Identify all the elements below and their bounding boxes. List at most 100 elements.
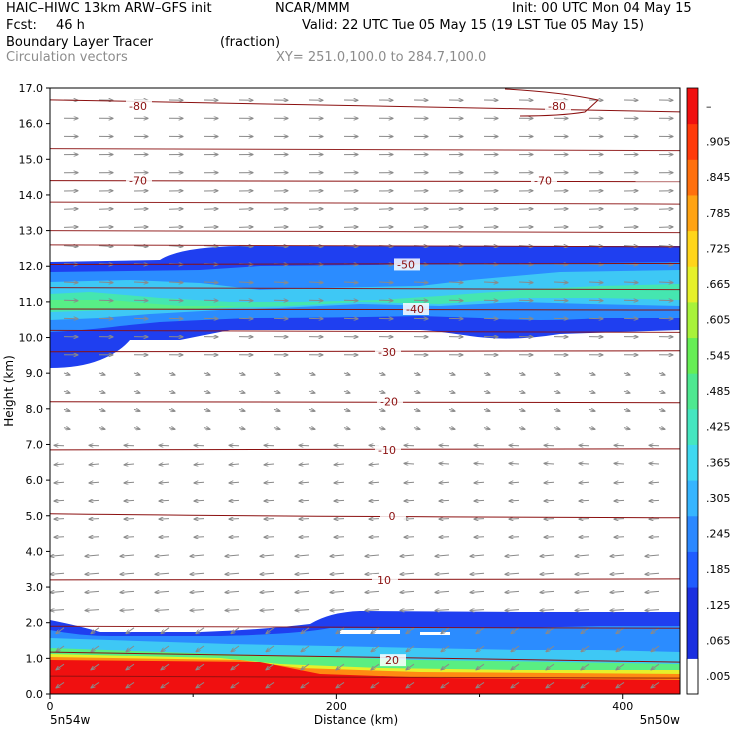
colorbar-label: .365 <box>706 456 731 469</box>
circulation-vector <box>651 681 660 687</box>
circulation-vector <box>343 428 350 430</box>
circulation-vector <box>336 645 345 652</box>
circulation-vector <box>133 409 140 411</box>
x-axis: 0 200 400 <box>47 694 633 713</box>
circulation-vector <box>614 463 625 464</box>
contour-line <box>50 230 680 234</box>
circulation-vector <box>91 681 100 687</box>
circulation-vector <box>553 391 560 393</box>
circulation-vector <box>54 519 65 520</box>
circulation-vector <box>435 591 450 592</box>
circulation-vector <box>413 373 420 375</box>
circulation-vector <box>295 591 310 592</box>
colorbar-label: .185 <box>706 563 731 576</box>
contour-label: -20 <box>380 396 398 409</box>
colorbar-label: .665 <box>706 278 731 291</box>
circulation-vector <box>50 573 65 574</box>
circulation-vector <box>400 610 415 611</box>
y-tick-label: 13.0 <box>19 225 44 238</box>
circulation-vector <box>273 373 280 375</box>
circulation-vector <box>308 282 323 283</box>
colorbar-bin <box>687 301 698 339</box>
contour-line <box>50 651 680 663</box>
circulation-vector <box>120 555 135 556</box>
circulation-vector <box>50 610 65 611</box>
circulation-vector <box>203 227 218 228</box>
circulation-vector <box>196 627 205 634</box>
circulation-vector <box>439 463 450 464</box>
circulation-vector <box>579 482 590 483</box>
lower-layer-gap-2 <box>420 632 450 635</box>
circulation-vector <box>330 555 345 556</box>
circulation-vector <box>56 627 65 634</box>
colorbar-label: .125 <box>706 599 731 612</box>
y-tick-label: 6.0 <box>26 474 44 487</box>
contour-line <box>50 244 680 248</box>
circulation-vector <box>610 573 625 574</box>
y-tick-label: 15.0 <box>19 153 44 166</box>
colorbar-label: .785 <box>706 207 731 220</box>
circulation-vector <box>63 246 78 247</box>
field-name: Boundary Layer Tracer <box>6 35 153 50</box>
circulation-vector <box>229 482 240 483</box>
colorbar-bin <box>687 515 698 552</box>
contour-line <box>50 675 680 679</box>
circulation-vector <box>518 227 533 228</box>
colorbar-bin <box>687 408 698 445</box>
circulation-vector <box>649 463 660 464</box>
circulation-vector <box>623 391 630 393</box>
circulation-vector <box>413 409 420 411</box>
x-axis-right-endpoint: 5n50w <box>640 713 681 727</box>
circulation-vector <box>225 573 240 574</box>
circulation-vector <box>474 463 485 464</box>
circulation-vector <box>579 500 590 501</box>
circulation-vector <box>54 464 65 465</box>
circulation-vector <box>470 591 485 592</box>
circulation-vector <box>56 645 65 652</box>
circulation-vector <box>623 409 630 411</box>
circulation-vector <box>610 591 625 592</box>
colorbar-bin <box>687 622 698 659</box>
y-tick-label: 9.0 <box>26 367 44 380</box>
circulation-vector <box>336 663 345 670</box>
circulation-vector <box>299 482 310 483</box>
colorbar-label: .905 <box>706 135 731 148</box>
colorbar-bin <box>687 159 698 196</box>
circulation-vector <box>133 227 148 228</box>
circulation-vector <box>155 591 170 592</box>
contour-line <box>50 201 680 205</box>
circulation-vector <box>511 663 520 670</box>
circulation-vector <box>540 591 555 592</box>
circulation-vector <box>89 500 100 501</box>
circulation-vector <box>588 428 595 430</box>
circulation-vector <box>225 555 240 556</box>
y-axis: 0.0 1.0 2.0 3.0 4.0 5.0 6.0 7.0 8.0 9.0 10.0 11.0 12… <box>19 82 50 701</box>
circulation-vector <box>194 464 205 465</box>
y-tick-label: 8.0 <box>26 403 44 416</box>
circulation-vector <box>448 391 455 393</box>
colorbar-frame <box>686 87 699 695</box>
x-tick-label: 200 <box>326 700 347 713</box>
contour-label-bg <box>372 573 398 586</box>
circulation-vector <box>63 391 70 393</box>
circulation-vector <box>369 464 380 465</box>
circulation-vector <box>476 627 485 634</box>
contour-line <box>50 180 680 183</box>
circulation-vector <box>435 610 450 611</box>
circulation-vector <box>161 681 170 687</box>
circulation-vector <box>448 409 455 411</box>
circulation-vector <box>365 610 380 611</box>
circulation-vector <box>470 573 485 574</box>
contour-label: 20 <box>385 654 399 667</box>
circulation-vector <box>511 645 520 652</box>
circulation-vector <box>126 681 135 687</box>
circulation-vector <box>406 645 415 652</box>
circulation-vector <box>658 282 673 283</box>
circulation-vector <box>579 463 590 464</box>
circulation-vector <box>544 482 555 483</box>
circulation-vector <box>334 464 345 465</box>
y-tick-label: 4.0 <box>26 545 44 558</box>
circulation-vector <box>343 282 358 283</box>
contour-line <box>50 329 680 333</box>
circulation-vector <box>336 627 345 634</box>
